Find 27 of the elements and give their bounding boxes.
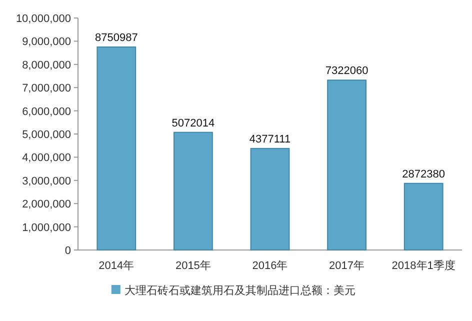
data-label: 5072014: [172, 117, 215, 130]
data-label: 4377111: [249, 133, 291, 146]
y-tick-label: 3,000,000: [22, 175, 71, 188]
x-tick-label: 2017年: [329, 260, 365, 272]
bar: [250, 148, 290, 250]
y-tick-label: 7,000,000: [22, 82, 71, 95]
data-label: 2872380: [402, 168, 446, 180]
x-tick-label: 2015年: [175, 260, 211, 272]
data-label: 8750987: [94, 32, 138, 44]
bar: [404, 182, 444, 250]
x-tick-label: 2016年: [252, 260, 288, 272]
y-tick-label: 2,000,000: [22, 198, 71, 211]
y-tick-label: 1,000,000: [22, 222, 71, 234]
x-tick-label: 2014年: [98, 260, 134, 272]
y-tick-label: 8,000,000: [22, 59, 71, 72]
bar: [96, 46, 136, 250]
bar: [174, 132, 213, 250]
x-tick-label: 2018年1季度: [392, 259, 456, 272]
data-label: 7322060: [325, 65, 368, 78]
bar: [327, 80, 366, 250]
y-tick-label: 10,000,000: [16, 13, 71, 25]
y-tick-label: 0: [64, 245, 71, 257]
legend-label: 大理石砖石或建筑用石及其制品进口总额：美元: [124, 284, 356, 297]
y-tick-label: 9,000,000: [22, 36, 71, 48]
y-tick-label: 5,000,000: [22, 129, 71, 141]
y-tick-label: 6,000,000: [22, 106, 71, 118]
y-tick-label: 4,000,000: [22, 152, 71, 164]
